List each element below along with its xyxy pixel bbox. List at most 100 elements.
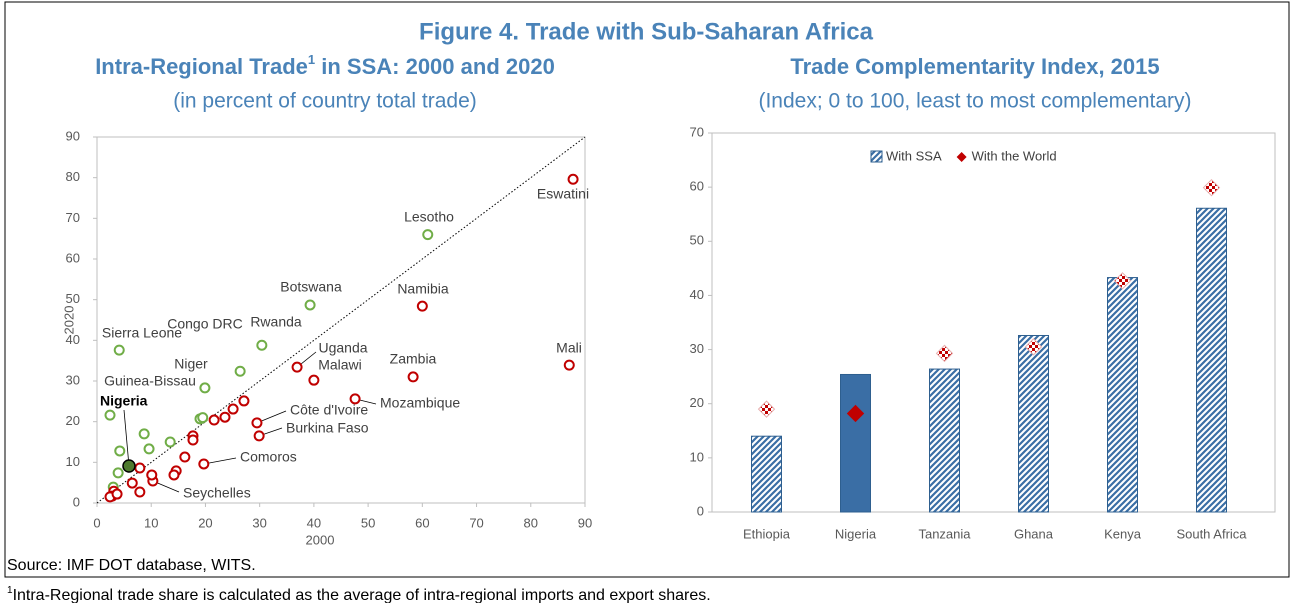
- y-tick-label: 80: [66, 169, 80, 184]
- scatter-point: [238, 395, 250, 407]
- scatter-point: [164, 436, 176, 448]
- x-tick-label: 50: [361, 515, 375, 530]
- scatter-point: [349, 393, 361, 405]
- diamond-marker: [1113, 272, 1132, 290]
- point-label: Mali: [556, 340, 582, 356]
- x-axis-label: 2000: [306, 532, 335, 547]
- point-label: Botswana: [280, 279, 342, 295]
- scatter-point: [138, 428, 150, 440]
- point-label: Mozambique: [380, 395, 460, 411]
- y-tick-label: 70: [66, 210, 80, 225]
- diamond-marker: [935, 344, 954, 363]
- y-tick-label: 0: [73, 494, 80, 509]
- scatter-point: [111, 488, 123, 500]
- x-tick-label: 0: [93, 515, 100, 530]
- y-tick-label: 60: [690, 179, 704, 194]
- y-tick-label: 50: [690, 233, 704, 248]
- scatter-point: [567, 173, 579, 185]
- scatter-point: [234, 365, 246, 377]
- scatter-point: [122, 459, 136, 473]
- scatter-point: [219, 411, 231, 423]
- legend-label: With the World: [972, 148, 1057, 163]
- legend-swatch: [870, 150, 883, 163]
- diamond-marker: [846, 404, 865, 423]
- bar: [929, 368, 960, 513]
- legend-swatch: [956, 152, 967, 162]
- x-tick-label: 70: [469, 515, 483, 530]
- scatter-point: [112, 467, 124, 479]
- chart-title: Intra-Regional Trade1 in SSA: 2000 and 2…: [95, 52, 555, 78]
- point-label: Niger: [174, 356, 208, 372]
- diamond-marker: [1202, 178, 1221, 197]
- y-tick-label: 20: [690, 395, 704, 410]
- scatter-point: [104, 409, 116, 421]
- legend-label: With SSA: [886, 148, 942, 163]
- chart-title-part: Intra-Regional Trade: [95, 54, 308, 79]
- point-label: Guinea-Bissau: [104, 373, 196, 389]
- point-label: Namibia: [397, 281, 449, 297]
- scatter-point: [199, 382, 211, 394]
- point-label: Nigeria: [100, 393, 148, 409]
- bar: [1196, 207, 1227, 513]
- scatter-point: [563, 359, 575, 371]
- x-tick-label: Nigeria: [835, 526, 877, 541]
- point-label: Uganda: [318, 340, 367, 356]
- bar: [1107, 277, 1138, 513]
- scatter-point: [143, 443, 155, 455]
- point-label: Rwanda: [250, 314, 302, 330]
- bar: [1018, 334, 1049, 513]
- scatter-point: [308, 374, 320, 386]
- plot-frame: [96, 136, 586, 504]
- scatter-point: [187, 434, 199, 446]
- x-tick-label: Ghana: [1014, 526, 1054, 541]
- diamond-marker: [757, 400, 776, 418]
- x-tick-label: 90: [578, 515, 592, 530]
- y-tick-label: 40: [66, 332, 80, 347]
- x-tick-label: 10: [144, 515, 158, 530]
- figure-title: Figure 4. Trade with Sub-Saharan Africa: [419, 18, 874, 45]
- diamond-marker: [1024, 338, 1043, 356]
- scatter-point: [198, 458, 210, 470]
- scatter-point: [422, 229, 434, 241]
- y-tick-label: 50: [66, 291, 80, 306]
- point-label: Burkina Faso: [286, 420, 369, 436]
- y-tick-label: 60: [66, 250, 80, 265]
- y-tick-label: 30: [690, 341, 704, 356]
- scatter-point: [197, 412, 209, 424]
- scatter-point: [407, 371, 419, 383]
- point-label: Comoros: [240, 449, 297, 465]
- scatter-point: [291, 361, 303, 373]
- y-tick-label: 20: [66, 413, 80, 428]
- source-note: Source: IMF DOT database, WITS.: [7, 557, 256, 574]
- point-label: Congo DRC: [167, 316, 242, 332]
- diagonal-line: [96, 136, 586, 504]
- chart-subtitle: (in percent of country total trade): [173, 90, 477, 113]
- x-tick-label: Kenya: [1104, 526, 1142, 541]
- plot-frame: [711, 132, 1276, 513]
- scatter-point: [179, 451, 191, 463]
- chart-subtitle: (Index; 0 to 100, least to most compleme…: [758, 90, 1191, 113]
- y-axis-label: 2020: [61, 306, 76, 335]
- y-tick-label: 40: [690, 287, 704, 302]
- scatter-point: [416, 300, 428, 312]
- scatter-point: [146, 469, 158, 481]
- x-tick-label: South Africa: [1176, 526, 1247, 541]
- y-tick-label: 10: [690, 449, 704, 464]
- scatter-point: [251, 417, 263, 429]
- chart-title: Trade Complementarity Index, 2015: [790, 54, 1159, 79]
- bar: [751, 435, 782, 513]
- bar: [840, 373, 871, 513]
- point-label: Eswatini: [537, 186, 589, 202]
- y-tick-label: 0: [697, 503, 704, 518]
- figure-border: [4, 1, 1290, 578]
- scatter-point: [113, 344, 125, 356]
- chart-title-part: in SSA: 2000 and 2020: [315, 54, 555, 79]
- scatter-point: [126, 477, 138, 489]
- scatter-point: [134, 462, 146, 474]
- footnote-text: Intra-Regional trade share is calculated…: [13, 587, 711, 603]
- scatter-point: [168, 469, 180, 481]
- scatter-point: [256, 339, 268, 351]
- x-tick-label: 80: [524, 515, 538, 530]
